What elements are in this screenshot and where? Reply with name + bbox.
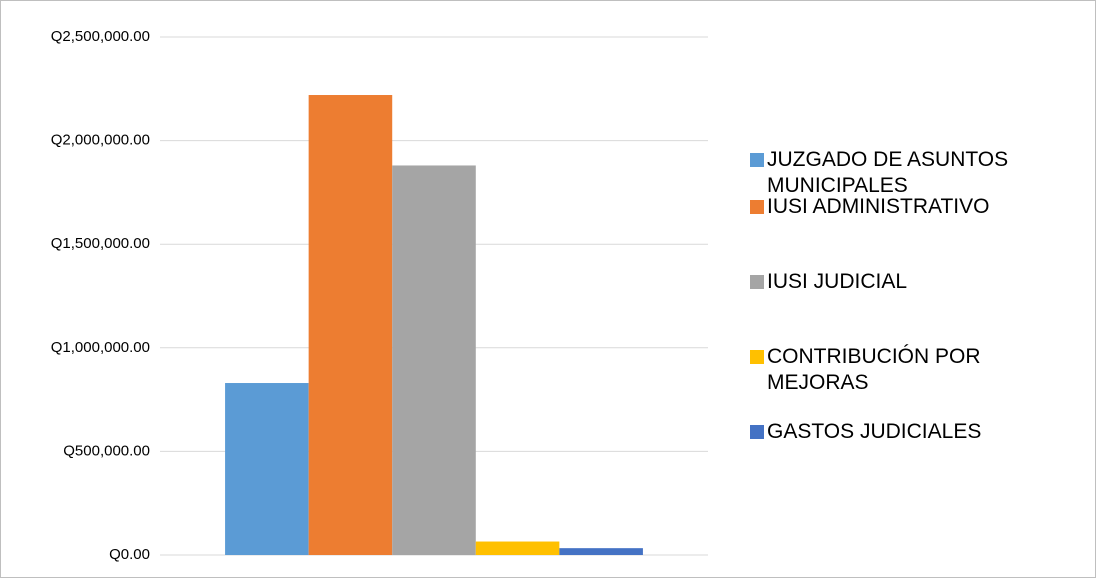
- y-tick-label: Q0.00: [109, 546, 150, 563]
- legend-label: JUZGADO DE ASUNTOS MUNICIPALES: [767, 148, 1009, 197]
- legend-label: GASTOS JUDICIALES: [767, 420, 982, 443]
- legend-label: CONTRIBUCIÓN POR MEJORAS: [767, 345, 981, 394]
- legend-swatch: [750, 200, 764, 214]
- bar: [475, 541, 560, 555]
- y-tick-label: Q2,500,000.00: [51, 28, 150, 45]
- bar: [225, 383, 309, 555]
- legend-swatch: [750, 350, 764, 364]
- legend-label: IUSI ADMINISTRATIVO: [767, 195, 990, 218]
- legend-swatch: [750, 153, 764, 167]
- y-tick-label: Q2,000,000.00: [51, 132, 150, 149]
- bar: [308, 95, 393, 556]
- legend-swatch: [750, 425, 764, 439]
- bar: [559, 548, 643, 555]
- y-tick-label: Q500,000.00: [63, 442, 150, 459]
- y-tick-label: Q1,500,000.00: [51, 235, 150, 252]
- legend-label: IUSI JUDICIAL: [767, 270, 908, 293]
- y-tick-label: Q1,000,000.00: [51, 339, 150, 356]
- legend-swatch: [750, 275, 764, 289]
- bar: [392, 165, 476, 556]
